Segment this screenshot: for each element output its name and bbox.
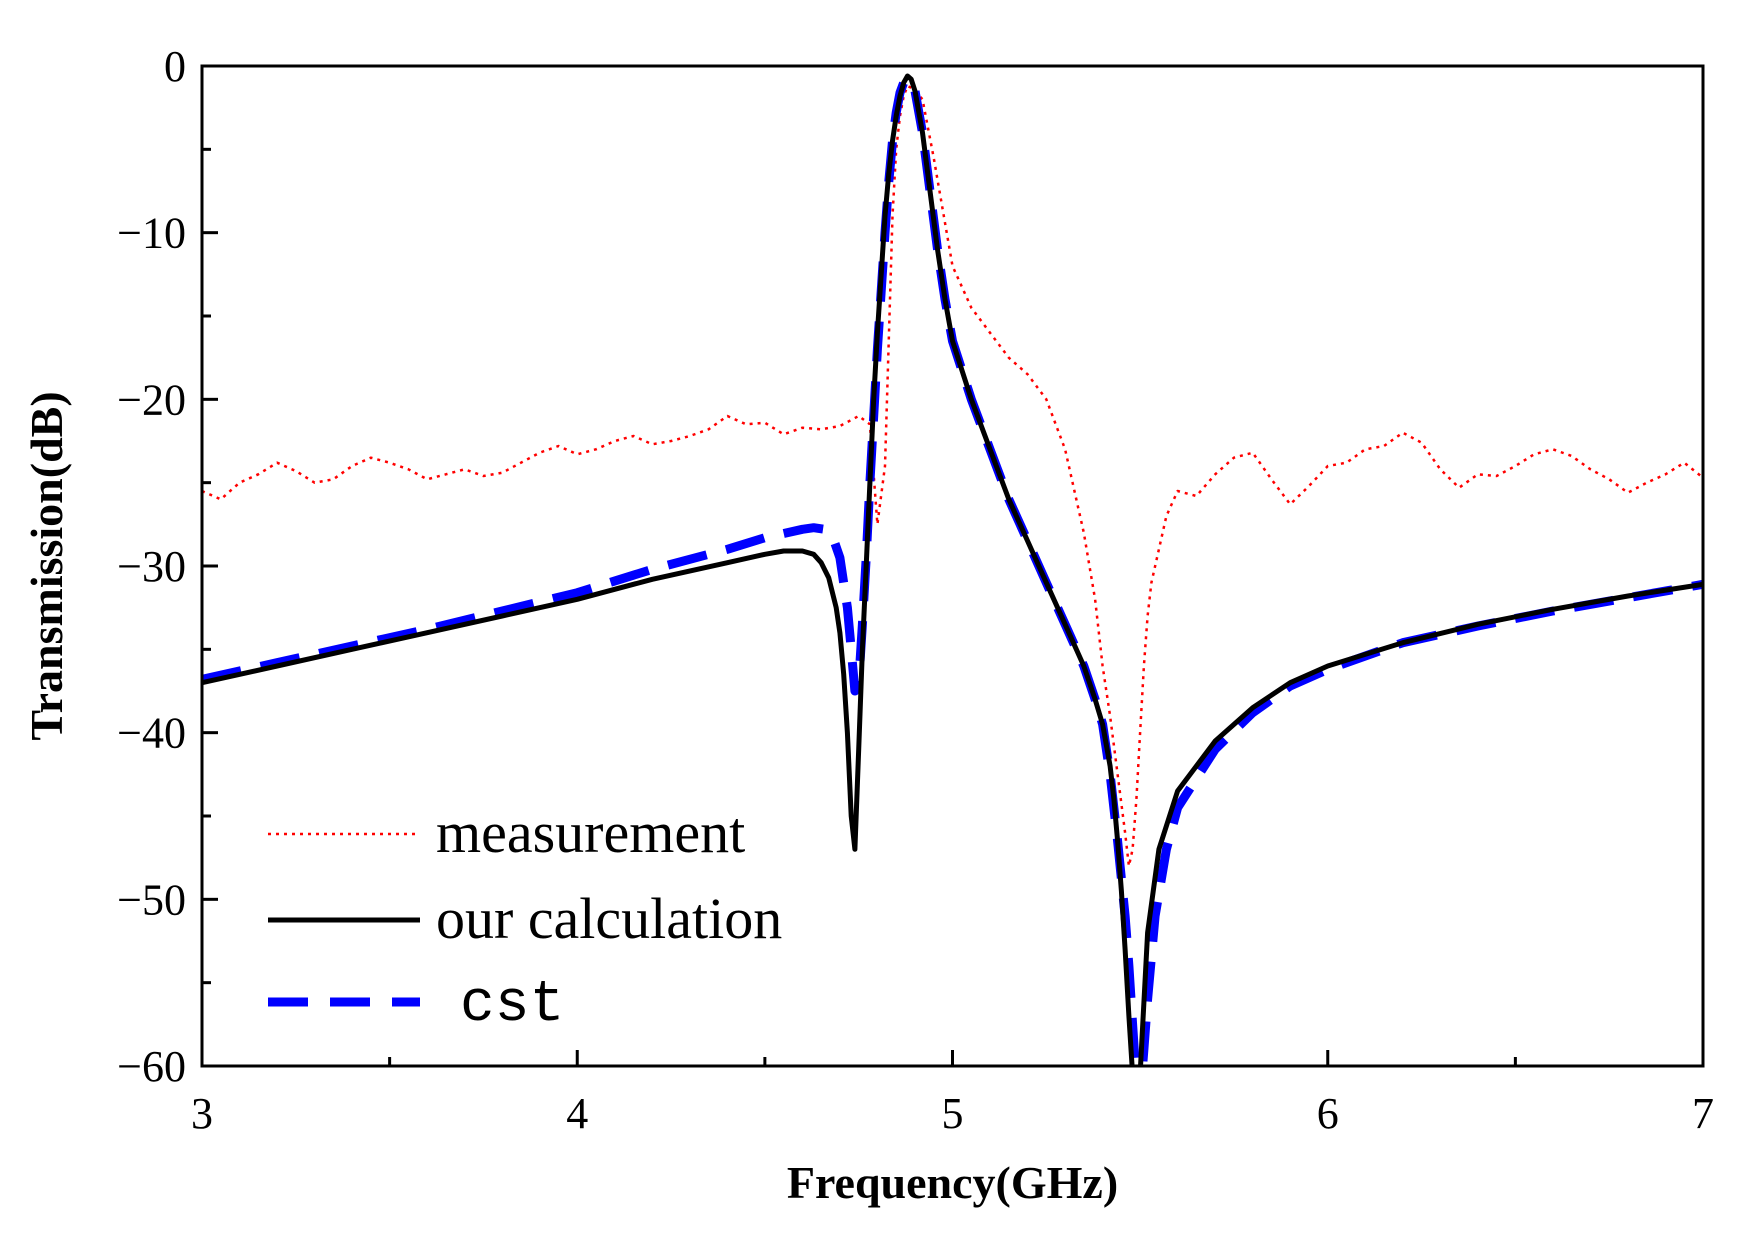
y-tick-label: −10 — [117, 209, 186, 258]
series-line-measurement — [202, 84, 1703, 868]
legend: measurement our calculation cst — [268, 800, 782, 1038]
plot-frame — [200, 64, 1705, 1068]
y-tick-label: −40 — [117, 709, 186, 758]
legend-label-our-calculation: our calculation — [436, 886, 782, 951]
y-tick-label: −30 — [117, 542, 186, 591]
tick-labels: 3 4 5 6 7 0 −10 −20 −30 −40 −50 −60 — [117, 42, 1714, 1138]
axis-ticks — [200, 64, 1705, 1068]
legend-label-cst: cst — [460, 973, 564, 1038]
y-tick-label: 0 — [164, 42, 186, 91]
y-axis-title: Transmission(dB) — [21, 391, 72, 740]
x-tick-label: 3 — [191, 1089, 213, 1138]
series-layer — [202, 73, 1703, 1066]
x-tick-label: 7 — [1692, 1089, 1714, 1138]
x-axis-title: Frequency(GHz) — [787, 1157, 1118, 1208]
y-tick-label: −60 — [117, 1042, 186, 1091]
x-tick-label: 6 — [1317, 1089, 1339, 1138]
y-tick-label: −50 — [117, 875, 186, 924]
legend-label-measurement: measurement — [436, 800, 745, 865]
x-tick-label: 4 — [566, 1089, 588, 1138]
series-line-our-calculation — [202, 73, 1703, 1066]
y-tick-label: −20 — [117, 375, 186, 424]
series-line-cst — [202, 74, 1703, 1066]
x-tick-label: 5 — [942, 1089, 964, 1138]
